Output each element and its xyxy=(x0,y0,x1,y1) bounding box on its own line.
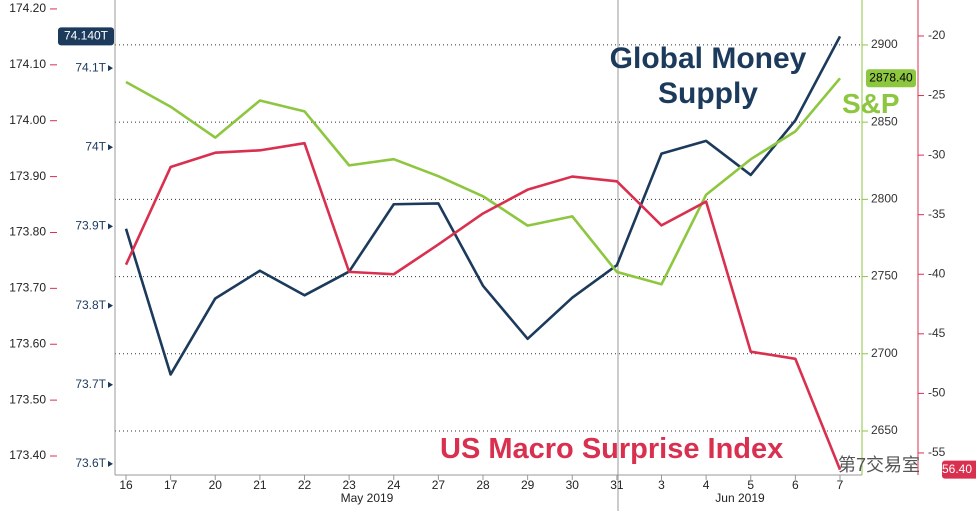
y-tick-label: 74.1T xyxy=(75,60,106,74)
y0-tick-label: 174.00 xyxy=(9,113,46,127)
last-value-label: 74.140T xyxy=(64,29,109,43)
x-tick-label: 27 xyxy=(432,478,446,492)
x-tick-label: 7 xyxy=(837,478,844,492)
y-tick xyxy=(108,65,113,72)
macro-annotation: US Macro Surprise Index xyxy=(440,433,784,465)
y-tick xyxy=(108,460,113,467)
x-tick-label: 5 xyxy=(747,478,754,492)
x-tick-label: 22 xyxy=(298,478,312,492)
y3-tick-label: -30 xyxy=(928,147,946,161)
y-tick xyxy=(108,302,113,309)
y0-tick-label: 173.50 xyxy=(9,392,46,406)
series-line xyxy=(125,77,841,286)
x-tick-label: 6 xyxy=(792,478,799,492)
x-tick-label: 24 xyxy=(387,478,401,492)
last-value-label: 2878.40 xyxy=(869,70,913,84)
money-annotation: Global Money Supply xyxy=(609,42,807,110)
y-tick-label: 73.7T xyxy=(75,377,106,391)
y0-tick-label: 174.20 xyxy=(9,1,46,15)
x-tick-label: 31 xyxy=(610,478,624,492)
x-tick-label: 16 xyxy=(119,478,133,492)
x-tick-label: 20 xyxy=(209,478,223,492)
y-tick-label: 73.9T xyxy=(75,219,106,233)
y3-tick-label: -50 xyxy=(928,386,946,400)
x-tick-label: 17 xyxy=(164,478,178,492)
x-tick-label: 23 xyxy=(342,478,356,492)
last-value-box xyxy=(866,69,916,88)
y2-tick-label: 2700 xyxy=(871,346,898,360)
y2-tick-label: 2800 xyxy=(871,192,898,206)
x-tick-label: 28 xyxy=(476,478,490,492)
y0-tick-label: 173.60 xyxy=(9,336,46,350)
y3-tick-label: -45 xyxy=(928,326,946,340)
y3-tick-label: -40 xyxy=(928,266,946,280)
month-label: Jun 2019 xyxy=(715,491,765,505)
sp-annotation: S&P xyxy=(842,88,900,119)
y3-tick-label: -20 xyxy=(928,28,946,42)
y2-tick-label: 2750 xyxy=(871,269,898,283)
month-label: May 2019 xyxy=(341,491,394,505)
x-tick-label: 29 xyxy=(521,478,535,492)
series-line xyxy=(124,35,842,376)
y3-tick-label: -35 xyxy=(928,207,946,221)
y2-tick-label: 2850 xyxy=(871,114,898,128)
y-tick xyxy=(108,144,113,151)
x-tick-label: 21 xyxy=(253,478,267,492)
y-tick-label: 73.8T xyxy=(75,298,106,312)
last-value-box xyxy=(58,27,114,46)
last-value-box xyxy=(942,460,976,479)
y2-tick-label: 2650 xyxy=(871,423,898,437)
y0-tick-label: 173.90 xyxy=(9,169,46,183)
x-tick-label: 4 xyxy=(703,478,710,492)
y3-tick-label: -25 xyxy=(928,88,946,102)
y0-tick-label: 173.80 xyxy=(9,225,46,239)
y0-tick-label: 173.70 xyxy=(9,281,46,295)
y-tick-label: 73.6T xyxy=(75,456,106,470)
x-tick-label: 30 xyxy=(566,478,580,492)
y0-tick-label: 174.10 xyxy=(9,57,46,71)
y-tick xyxy=(108,381,113,388)
y-tick-label: 74T xyxy=(85,139,106,153)
y2-tick-label: 2900 xyxy=(871,37,898,51)
series-line xyxy=(124,141,842,471)
last-value-label: -56.40 xyxy=(938,462,972,476)
watermark: 第7交易室 xyxy=(838,455,921,475)
y3-tick-label: -55 xyxy=(928,445,946,459)
x-tick-label: 3 xyxy=(658,478,665,492)
y0-tick-label: 173.40 xyxy=(9,448,46,462)
y-tick xyxy=(108,223,113,230)
